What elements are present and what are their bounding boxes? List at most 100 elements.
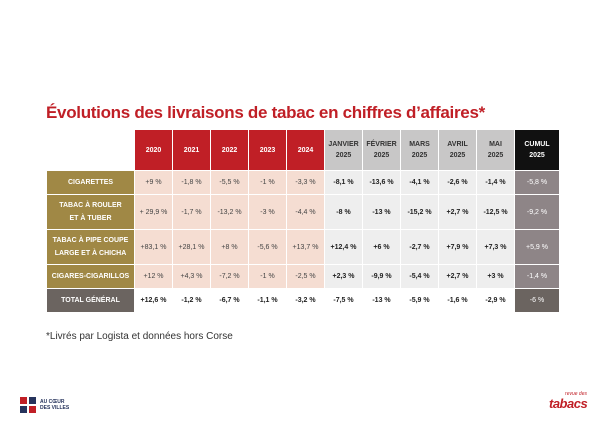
total-year-cell: -1,1 % [249, 289, 286, 312]
row-label-line1: TABAC À ROULER [59, 202, 122, 209]
col-header-month-name: FÉVRIER [366, 141, 397, 148]
col-header-fevrier: FÉVRIER 2025 [363, 130, 400, 170]
row-label-cigares-cigarillos: CIGARES-CIGARILLOS [47, 265, 134, 288]
col-header-2020: 2020 [135, 130, 172, 170]
month-cell: -8 % [325, 195, 362, 229]
year-cell: -3 % [249, 195, 286, 229]
footnote: *Livrés par Logista et données hors Cors… [46, 331, 233, 342]
total-row: TOTAL GÉNÉRAL +12,6 % -1,2 % -6,7 % -1,1… [47, 289, 559, 312]
col-header-month-name: JANVIER [328, 141, 359, 148]
total-month-cell: -7,5 % [325, 289, 362, 312]
col-header-mai: MAI 2025 [477, 130, 514, 170]
total-year-cell: +12,6 % [135, 289, 172, 312]
logo-right-small: revue des [565, 391, 587, 397]
col-header-2023: 2023 [249, 130, 286, 170]
row-label-line1: CIGARES-CIGARILLOS [51, 273, 130, 280]
total-month-cell: -1,6 % [439, 289, 476, 312]
row-label-line2: ET À TUBER [69, 215, 112, 222]
cumul-cell: -1,4 % [515, 265, 559, 288]
month-cell: -13,6 % [363, 171, 400, 194]
year-cell: +83,1 % [135, 230, 172, 264]
month-cell: +2,3 % [325, 265, 362, 288]
table-row: TABAC À ROULER ET À TUBER + 29,9 % -1,7 %… [47, 195, 559, 229]
col-header-month-name: MAI [489, 141, 502, 148]
year-cell: -1 % [249, 171, 286, 194]
year-cell: -1 % [249, 265, 286, 288]
total-year-cell: -6,7 % [211, 289, 248, 312]
col-header-month-year: 2025 [411, 152, 428, 159]
year-cell: +12 % [135, 265, 172, 288]
month-cell: +12,4 % [325, 230, 362, 264]
page-title: Évolutions des livraisons de tabac en ch… [46, 103, 485, 122]
month-cell: +2,7 % [439, 265, 476, 288]
month-cell: +7,9 % [439, 230, 476, 264]
year-cell: +13,7 % [287, 230, 324, 264]
total-month-cell: -13 % [363, 289, 400, 312]
month-cell: +3 % [477, 265, 514, 288]
year-cell: +28,1 % [173, 230, 210, 264]
year-cell: -1,8 % [173, 171, 210, 194]
header-row: 2020 2021 2022 2023 2024 JANVIER 2025 FÉV… [47, 130, 559, 170]
row-label-cigarettes: CIGARETTES [47, 171, 134, 194]
cumul-cell: -5,8 % [515, 171, 559, 194]
row-label-line1: TABAC À PIPE COUPE [52, 237, 129, 244]
col-header-2021: 2021 [173, 130, 210, 170]
month-cell: -9,9 % [363, 265, 400, 288]
row-label-tabac-a-pipe: TABAC À PIPE COUPE LARGE ET À CHICHA [47, 230, 134, 264]
deliveries-table: 2020 2021 2022 2023 2024 JANVIER 2025 FÉV… [46, 129, 560, 313]
month-cell: -4,1 % [401, 171, 438, 194]
month-cell: +6 % [363, 230, 400, 264]
year-cell: +4,3 % [173, 265, 210, 288]
logo-right-big: tabacs [549, 396, 588, 411]
year-cell: -2,5 % [287, 265, 324, 288]
year-cell: + 29,9 % [135, 195, 172, 229]
col-header-janvier: JANVIER 2025 [325, 130, 362, 170]
total-month-cell: -2,9 % [477, 289, 514, 312]
total-cumul-cell: -6 % [515, 289, 559, 312]
month-cell: +2,7 % [439, 195, 476, 229]
revue-des-tabacs-logo: revue des tabacs [549, 391, 588, 415]
col-header-month-year: 2025 [487, 152, 504, 159]
logo-left-line1: AU CŒUR [40, 399, 65, 405]
table-row: CIGARETTES +9 % -1,8 % -5,5 % -1 % -3,3 … [47, 171, 559, 194]
month-cell: -2,7 % [401, 230, 438, 264]
col-header-month-name: AVRIL [447, 141, 468, 148]
year-cell: -7,2 % [211, 265, 248, 288]
total-year-cell: -1,2 % [173, 289, 210, 312]
month-cell: -12,5 % [477, 195, 514, 229]
year-cell: -13,2 % [211, 195, 248, 229]
month-cell: -13 % [363, 195, 400, 229]
year-cell: +8 % [211, 230, 248, 264]
year-cell: -1,7 % [173, 195, 210, 229]
year-cell: -3,3 % [287, 171, 324, 194]
month-cell: -1,4 % [477, 171, 514, 194]
col-header-cumul-year: 2025 [529, 152, 545, 159]
row-label-line1: CIGARETTES [67, 179, 114, 186]
year-cell: +9 % [135, 171, 172, 194]
year-cell: -5,5 % [211, 171, 248, 194]
row-label-total: TOTAL GÉNÉRAL [47, 289, 134, 312]
col-header-month-year: 2025 [373, 152, 390, 159]
month-cell: -5,4 % [401, 265, 438, 288]
col-header-mars: MARS 2025 [401, 130, 438, 170]
month-cell: -2,6 % [439, 171, 476, 194]
cumul-cell: +5,9 % [515, 230, 559, 264]
row-label-line2: LARGE ET À CHICHA [54, 250, 127, 257]
table-row: CIGARES-CIGARILLOS +12 % +4,3 % -7,2 % -… [47, 265, 559, 288]
col-header-cumul: CUMUL 2025 [515, 130, 559, 170]
total-month-cell: -5,9 % [401, 289, 438, 312]
au-coeur-des-villes-logo: AU CŒUR DES VILLES [20, 397, 69, 413]
corner-cell [47, 130, 134, 170]
col-header-month-year: 2025 [449, 152, 466, 159]
row-label-tabac-a-rouler: TABAC À ROULER ET À TUBER [47, 195, 134, 229]
col-header-month-year: 2025 [335, 152, 352, 159]
year-cell: -4,4 % [287, 195, 324, 229]
col-header-2022: 2022 [211, 130, 248, 170]
col-header-month-name: MARS [409, 141, 430, 148]
month-cell: -15,2 % [401, 195, 438, 229]
table-row: TABAC À PIPE COUPE LARGE ET À CHICHA +83,… [47, 230, 559, 264]
logo-left-line2: DES VILLES [40, 405, 70, 411]
total-year-cell: -3,2 % [287, 289, 324, 312]
col-header-cumul-label: CUMUL [524, 141, 550, 148]
year-cell: -5,6 % [249, 230, 286, 264]
